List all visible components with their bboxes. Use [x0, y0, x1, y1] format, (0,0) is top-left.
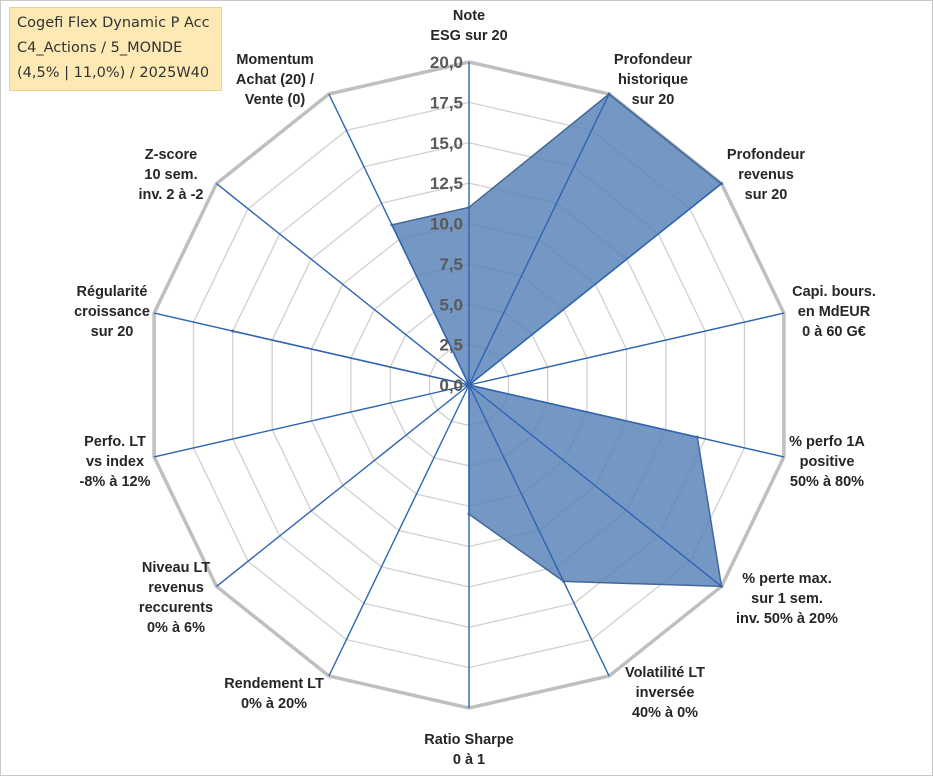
category-label: Momentum Achat (20) / Vente (0): [236, 52, 314, 108]
data-point: [231, 329, 235, 333]
category-label: Capi. bours. en MdEUR 0 à 60 G€: [792, 284, 876, 340]
fund-title-box: Cogefi Flex Dynamic P Acc C4_Actions / 5…: [9, 7, 222, 91]
tick-label: 5,0: [439, 295, 463, 314]
axis-spoke: [216, 384, 470, 587]
category-label-line: 40% à 0%: [632, 705, 698, 721]
category-label-line: reccurents: [139, 600, 213, 616]
category-label-line: sur 20: [745, 187, 788, 203]
category-label-line: Ratio Sharpe: [424, 732, 513, 748]
axis-spoke: [216, 183, 470, 386]
category-label-line: % perfo 1A: [789, 434, 865, 450]
category-label-line: sur 20: [632, 92, 675, 108]
category-label-line: sur 1 sem.: [751, 591, 823, 607]
category-label-line: Profondeur: [614, 52, 692, 68]
series-area: [232, 93, 723, 588]
category-label-line: % perte max.: [742, 571, 831, 587]
category-label-line: historique: [618, 72, 688, 88]
axis-spoke: [468, 384, 722, 587]
category-label-line: sur 20: [91, 324, 134, 340]
category-label-line: revenus: [738, 167, 794, 183]
category-label-line: Achat (20) /: [236, 72, 314, 88]
category-label: Profondeur revenus sur 20: [727, 147, 805, 203]
category-label-line: 0% à 6%: [147, 620, 205, 636]
category-label-line: 50% à 80%: [790, 474, 864, 490]
axis-spoke: [468, 384, 610, 677]
category-label-line: croissance: [74, 304, 150, 320]
tick-label: 17,5: [430, 93, 463, 112]
category-label-line: en MdEUR: [798, 304, 871, 320]
category-label-line: revenus: [148, 580, 204, 596]
tick-label: 7,5: [439, 255, 463, 274]
category-label: Z-score 10 sem. inv. 2 à -2: [138, 147, 203, 203]
tick-label: 2,5: [439, 336, 463, 355]
category-label-line: 0 à 1: [453, 752, 485, 768]
category-label-line: Profondeur: [727, 147, 805, 163]
data-point: [695, 435, 699, 439]
category-label: Profondeur historique sur 20: [614, 52, 692, 108]
category-label-line: ESG sur 20: [430, 28, 507, 44]
category-label-line: Momentum: [236, 52, 313, 68]
category-label: Ratio Sharpe 0 à 1: [424, 732, 513, 768]
axis-spoke: [153, 384, 470, 458]
category-label-line: 0 à 60 G€: [802, 324, 866, 340]
fund-period: (4,5% | 11,0%) / 2025W40: [17, 65, 210, 81]
data-point: [720, 182, 723, 186]
category-label-line: positive: [800, 454, 855, 470]
category-label: Note ESG sur 20: [430, 8, 507, 44]
category-label-line: Rendement LT: [224, 676, 324, 692]
category-label-line: Vente (0): [245, 92, 306, 108]
category-label-line: Note: [453, 8, 485, 24]
tick-label: 0,0: [439, 376, 463, 395]
data-point: [720, 584, 723, 588]
axis-spoke: [468, 183, 722, 386]
data-point: [390, 223, 394, 227]
category-label-line: 10 sem.: [144, 167, 197, 183]
axis-spoke: [468, 384, 785, 458]
category-label-line: Volatilité LT: [625, 665, 705, 681]
category-label-line: Niveau LT: [142, 560, 210, 576]
category-label: Régularité croissance sur 20: [74, 284, 150, 340]
category-label: Volatilité LT inversée 40% à 0%: [625, 665, 705, 721]
axis-spoke: [468, 93, 610, 386]
axis-spoke: [468, 312, 785, 386]
axis-spoke: [153, 312, 470, 386]
tick-label: 12,5: [430, 174, 463, 193]
category-label-line: Perfo. LT: [84, 434, 146, 450]
category-label-line: inversée: [636, 685, 695, 701]
category-label: Niveau LT revenus reccurents 0% à 6%: [139, 560, 213, 636]
data-point: [467, 383, 471, 387]
category-label-line: vs index: [86, 454, 144, 470]
axis-spoke: [328, 93, 470, 386]
fund-name: Cogefi Flex Dynamic P Acc: [17, 15, 210, 31]
data-point: [607, 92, 611, 96]
category-label-line: Capi. bours.: [792, 284, 876, 300]
category-label: Rendement LT 0% à 20%: [224, 676, 324, 712]
data-point: [467, 205, 471, 209]
axis-spoke: [328, 384, 470, 677]
category-label: Perfo. LT vs index -8% à 12%: [80, 434, 151, 490]
tick-label: 10,0: [430, 215, 463, 234]
fund-category: C4_Actions / 5_MONDE: [17, 40, 183, 56]
data-point: [467, 512, 471, 516]
category-label-line: Z-score: [145, 147, 197, 163]
category-label-line: 0% à 20%: [241, 696, 307, 712]
tick-label: 15,0: [430, 134, 463, 153]
category-label-line: inv. 2 à -2: [138, 187, 203, 203]
category-label: % perfo 1A positive 50% à 80%: [789, 434, 865, 490]
category-label-line: Régularité: [77, 284, 148, 300]
tick-label: 20,0: [430, 53, 463, 72]
category-label: % perte max. sur 1 sem. inv. 50% à 20%: [736, 571, 838, 627]
category-label-line: inv. 50% à 20%: [736, 611, 838, 627]
data-point: [562, 579, 566, 583]
category-label-line: -8% à 12%: [80, 474, 151, 490]
